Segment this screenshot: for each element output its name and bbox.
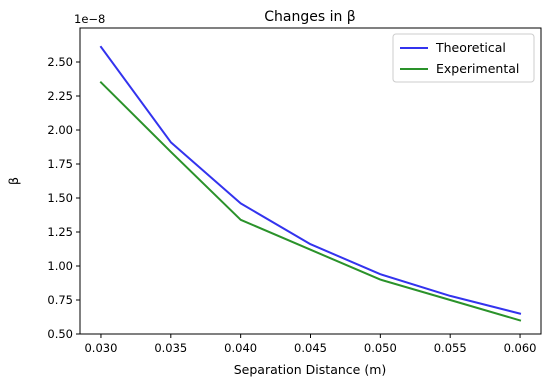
chart-title: Changes in β (264, 9, 356, 25)
series-line-theoretical (99, 45, 522, 315)
y-tick-label: 1.00 (47, 259, 73, 273)
y-tick-label: 1.25 (47, 225, 73, 239)
x-tick-label: 0.055 (434, 341, 467, 355)
y-tick-label: 0.50 (47, 327, 73, 341)
legend: Theoretical Experimental (392, 33, 535, 83)
x-tick-label: 0.050 (364, 341, 397, 355)
x-tick-label: 0.030 (84, 341, 117, 355)
legend-box (392, 33, 535, 83)
y-tick-label: 2.25 (47, 89, 73, 103)
series-line-experimental (99, 80, 522, 322)
y-tick-label: 0.75 (47, 293, 73, 307)
y-tick-label: 2.00 (47, 123, 73, 137)
y-tick-label: 1.75 (47, 157, 73, 171)
legend-label-experimental: Experimental (436, 61, 519, 76)
y-axis-offset-label: 1e−8 (74, 12, 105, 26)
x-tick-label: 0.045 (294, 341, 327, 355)
y-tick-label: 2.50 (47, 55, 73, 69)
series-lines (99, 45, 522, 322)
x-axis-label: Separation Distance (m) (234, 362, 387, 377)
y-tick-label: 1.50 (47, 191, 73, 205)
y-axis-label: β (6, 177, 21, 185)
legend-label-theoretical: Theoretical (435, 40, 506, 55)
x-tick-label: 0.035 (154, 341, 187, 355)
x-tick-label: 0.060 (504, 341, 537, 355)
plot-area-frame (79, 27, 542, 335)
ticks-layer: 0.030 0.035 0.040 0.045 0.050 0.055 0.060 0.50 0… (47, 55, 536, 355)
x-tick-label: 0.040 (224, 341, 257, 355)
